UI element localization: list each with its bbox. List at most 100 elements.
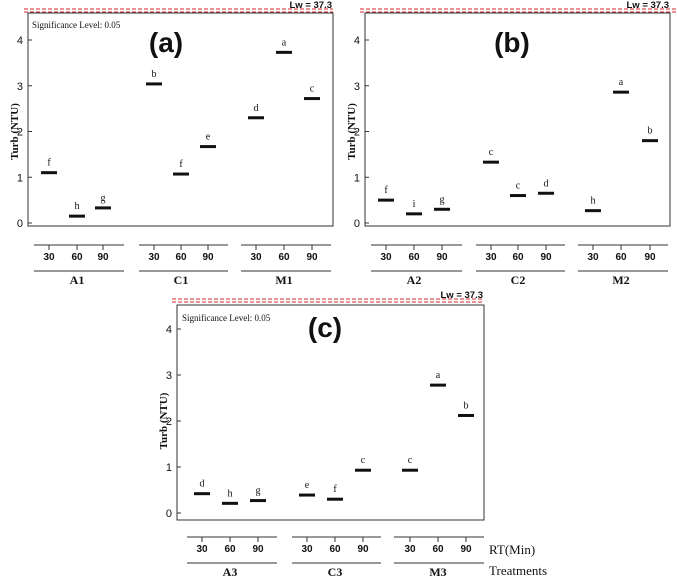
data-mark xyxy=(434,207,450,211)
data-mark xyxy=(173,172,189,176)
x-tick-label: 90 xyxy=(306,252,318,263)
x-tick-label: 30 xyxy=(148,252,160,263)
significance-letter: b xyxy=(648,126,653,137)
lw-label: Lw = 37.3 xyxy=(289,0,332,11)
panel-label: (a) xyxy=(149,27,183,58)
y-tick-label: 4 xyxy=(354,35,360,47)
data-mark xyxy=(69,214,85,218)
x-tick-label: 30 xyxy=(404,544,416,555)
group-label: A1 xyxy=(70,273,85,287)
significance-letter: f xyxy=(47,158,51,169)
significance-letter: h xyxy=(591,196,596,207)
x-tick-label: 30 xyxy=(301,544,313,555)
significance-letter: b xyxy=(464,400,469,411)
x-tick-label: 60 xyxy=(71,252,83,263)
x-tick-label: 90 xyxy=(436,252,448,263)
group-label: A2 xyxy=(407,273,422,287)
plot-frame xyxy=(364,12,671,227)
y-axis-label: Turb (NTU) xyxy=(9,103,21,160)
y-tick-label: 1 xyxy=(17,172,23,184)
data-mark xyxy=(222,501,238,505)
significance-letter: h xyxy=(75,201,80,212)
data-mark xyxy=(585,209,601,213)
group-label: C2 xyxy=(511,273,526,287)
panel-label: (b) xyxy=(494,27,530,58)
data-mark xyxy=(613,90,629,94)
y-tick-label: 2 xyxy=(354,127,360,139)
plot-frame xyxy=(176,304,485,521)
chart-panel-1: Lw = 37.3 (a) Significance Level: 0.05 0 1 2 3… xyxy=(9,0,334,287)
x-tick-label: 90 xyxy=(540,252,552,263)
significance-letter: e xyxy=(305,480,310,491)
data-mark xyxy=(483,160,499,164)
y-tick-label: 2 xyxy=(17,127,23,139)
significance-letter: i xyxy=(413,199,416,210)
y-axis-label: Turb (NTU) xyxy=(346,103,358,160)
plot-frame xyxy=(27,12,334,227)
y-tick-label: 4 xyxy=(166,324,172,336)
x-tick-label: 30 xyxy=(380,252,392,263)
data-mark xyxy=(200,145,216,149)
x-tick-label: 90 xyxy=(202,252,214,263)
data-mark xyxy=(194,492,210,496)
chart-panel-2: Lw = 37.3 (b) 0 1 2 3 4 Turb (NTU) f 30 i 60 g 90 A2 c 3… xyxy=(346,0,677,287)
data-mark xyxy=(248,116,264,120)
significance-letter: c xyxy=(310,84,315,95)
data-mark xyxy=(406,212,422,216)
y-axis-label: Turb (NTU) xyxy=(158,392,170,449)
data-mark xyxy=(250,499,266,503)
significance-letter: c xyxy=(361,455,366,466)
x-tick-label: 60 xyxy=(329,544,341,555)
significance-letter: a xyxy=(436,370,441,381)
y-tick-label: 3 xyxy=(354,81,360,93)
x-tick-label: 30 xyxy=(587,252,599,263)
data-mark xyxy=(355,468,371,472)
y-tick-label: 0 xyxy=(166,508,172,520)
group-label: A3 xyxy=(223,565,238,578)
significance-letter: d xyxy=(200,479,205,490)
y-tick-label: 3 xyxy=(17,81,23,93)
group-label: M1 xyxy=(275,273,292,287)
significance-letter: f xyxy=(384,185,388,196)
significance-letter: b xyxy=(152,69,157,80)
data-mark xyxy=(327,497,343,501)
x-tick-label: 30 xyxy=(485,252,497,263)
significance-letter: c xyxy=(489,147,494,158)
x-tick-label: 60 xyxy=(408,252,420,263)
x-tick-label: 30 xyxy=(250,252,262,263)
significance-label: Significance Level: 0.05 xyxy=(182,313,271,323)
significance-letter: a xyxy=(619,77,624,88)
data-mark xyxy=(510,194,526,198)
data-mark xyxy=(430,383,446,387)
data-mark xyxy=(276,50,292,54)
treatments-label: Treatments xyxy=(489,563,547,578)
data-mark xyxy=(642,139,658,143)
y-tick-label: 3 xyxy=(166,370,172,382)
x-tick-label: 90 xyxy=(644,252,656,263)
group-label: C3 xyxy=(328,565,343,578)
significance-letter: d xyxy=(544,178,549,189)
x-tick-label: 90 xyxy=(460,544,472,555)
data-mark xyxy=(458,413,474,417)
group-label: C1 xyxy=(174,273,189,287)
x-tick-label: 90 xyxy=(97,252,109,263)
significance-letter: c xyxy=(408,455,413,466)
data-mark xyxy=(402,468,418,472)
significance-letter: h xyxy=(228,488,233,499)
data-mark xyxy=(378,198,394,202)
significance-letter: f xyxy=(333,484,337,495)
data-mark xyxy=(41,171,57,175)
y-tick-label: 0 xyxy=(17,218,23,230)
x-tick-label: 60 xyxy=(224,544,236,555)
group-label: M3 xyxy=(429,565,446,578)
x-tick-label: 60 xyxy=(512,252,524,263)
y-tick-label: 1 xyxy=(354,172,360,184)
x-tick-label: 60 xyxy=(615,252,627,263)
x-tick-label: 60 xyxy=(278,252,290,263)
panel-label: (c) xyxy=(308,312,342,343)
x-tick-label: 60 xyxy=(175,252,187,263)
data-mark xyxy=(95,206,111,210)
data-mark xyxy=(538,191,554,195)
data-mark xyxy=(304,97,320,101)
